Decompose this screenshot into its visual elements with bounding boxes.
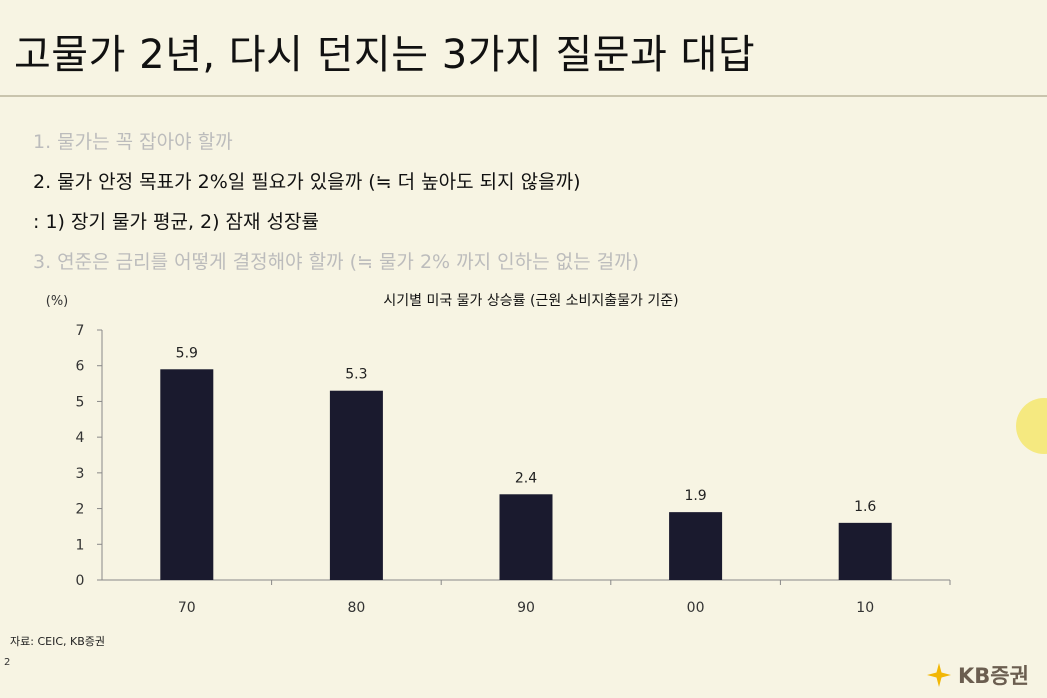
question-2: 2. 물가 안정 목표가 2%일 필요가 있을까 (≒ 더 높아도 되지 않을까…: [33, 171, 581, 193]
question-2-answer: : 1) 장기 물가 평균, 2) 잠재 성장률: [33, 211, 320, 233]
y-tick-label: 1: [76, 537, 85, 553]
y-tick-label: 6: [76, 359, 85, 375]
question-list: 1. 물가는 꼭 잡아야 할까 2. 물가 안정 목표가 2%일 필요가 있을까…: [33, 122, 639, 282]
kb-logo: KB증권: [926, 660, 1029, 690]
slide-title: 고물가 2년, 다시 던지는 3가지 질문과 대답: [14, 32, 756, 78]
bar-90: [499, 494, 553, 580]
x-tick-label: 80: [347, 600, 365, 616]
title-divider: [0, 95, 1047, 97]
y-axis-label: (%): [46, 294, 69, 309]
page-number: 2: [4, 657, 11, 668]
chart-title: 시기별 미국 물가 상승률 (근원 소비지출물가 기준): [383, 293, 678, 309]
data-label: 1.9: [684, 488, 706, 504]
bar-00: [669, 512, 723, 580]
y-tick-label: 7: [76, 323, 85, 339]
x-tick-label: 90: [517, 600, 535, 616]
source-note: 자료: CEIC, KB증권: [10, 635, 105, 648]
question-3: 3. 연준은 금리를 어떻게 결정해야 할까 (≒ 물가 2% 까지 인하는 없…: [33, 251, 639, 273]
data-label: 1.6: [854, 499, 876, 515]
y-tick-label: 0: [76, 573, 85, 589]
x-tick-label: 70: [178, 600, 196, 616]
y-tick-label: 2: [76, 502, 85, 518]
data-label: 5.9: [176, 345, 198, 361]
bar-80: [329, 390, 383, 580]
y-tick-label: 4: [76, 430, 85, 446]
logo-text: KB증권: [958, 664, 1029, 688]
data-label: 5.3: [345, 367, 367, 383]
data-label: 2.4: [515, 470, 537, 486]
question-1: 1. 물가는 꼭 잡아야 할까: [33, 131, 233, 153]
y-tick-label: 3: [76, 466, 85, 482]
bar-70: [160, 369, 214, 580]
kb-star-icon: [927, 663, 951, 687]
bar-10: [838, 522, 892, 580]
x-tick-label: 00: [687, 600, 705, 616]
x-tick-label: 10: [856, 600, 874, 616]
y-tick-label: 5: [76, 394, 85, 410]
